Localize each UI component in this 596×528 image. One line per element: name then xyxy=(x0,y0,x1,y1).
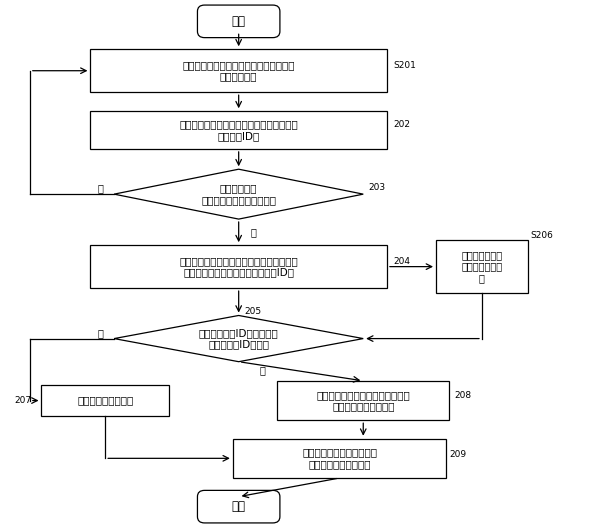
Text: S201: S201 xyxy=(393,61,416,70)
Bar xyxy=(91,49,387,92)
Text: 203: 203 xyxy=(368,183,385,192)
Text: 否: 否 xyxy=(98,183,104,193)
Text: 207: 207 xyxy=(15,396,32,405)
Text: 当前手机模式ID号是否与目
标手机模式ID号相同: 当前手机模式ID号是否与目 标手机模式ID号相同 xyxy=(199,328,278,350)
Bar xyxy=(436,240,528,293)
Text: 是: 是 xyxy=(98,328,104,338)
Text: 将指纹匹配结果
写入标志位分区
中: 将指纹匹配结果 写入标志位分区 中 xyxy=(461,250,502,283)
Text: 根据待测指纹图像、预存指纹模板与终端模
式的映射关系，确定目标终端模式ID号: 根据待测指纹图像、预存指纹模板与终端模 式的映射关系，确定目标终端模式ID号 xyxy=(179,256,298,277)
Text: 在手机锁屏状态下，指纹传感器采集到的
待测指纹图像: 在手机锁屏状态下，指纹传感器采集到的 待测指纹图像 xyxy=(182,60,295,81)
Bar xyxy=(42,385,169,416)
Bar xyxy=(277,381,449,420)
Text: 是: 是 xyxy=(250,227,256,237)
Text: 否: 否 xyxy=(259,365,265,375)
Bar xyxy=(233,439,446,478)
Text: 202: 202 xyxy=(393,120,410,129)
FancyBboxPatch shape xyxy=(197,5,280,37)
Text: 释放所述当前终端模式的资源，加
载目标终端模式的资源: 释放所述当前终端模式的资源，加 载目标终端模式的资源 xyxy=(316,390,410,411)
Text: 208: 208 xyxy=(454,391,471,400)
Text: 205: 205 xyxy=(244,307,262,316)
Text: 从内核的手机模式记录模块中解新确定当前
手机模式ID号: 从内核的手机模式记录模块中解新确定当前 手机模式ID号 xyxy=(179,119,298,141)
Text: 209: 209 xyxy=(449,450,467,459)
Text: 204: 204 xyxy=(393,257,410,266)
FancyBboxPatch shape xyxy=(197,491,280,523)
Bar xyxy=(91,111,387,149)
Text: 手机模式切换到目标模式后
，对手机进行解锁操作: 手机模式切换到目标模式后 ，对手机进行解锁操作 xyxy=(302,448,377,469)
Polygon shape xyxy=(114,169,363,219)
Text: 对手机进行开锁操作: 对手机进行开锁操作 xyxy=(77,395,134,406)
Text: 开始: 开始 xyxy=(232,15,246,28)
Bar xyxy=(91,245,387,288)
Text: S206: S206 xyxy=(531,231,554,240)
Polygon shape xyxy=(114,315,363,362)
Text: 结束: 结束 xyxy=(232,500,246,513)
Text: 待测指纹图像
是否与预存指纹模板相匹配: 待测指纹图像 是否与预存指纹模板相匹配 xyxy=(201,183,276,205)
